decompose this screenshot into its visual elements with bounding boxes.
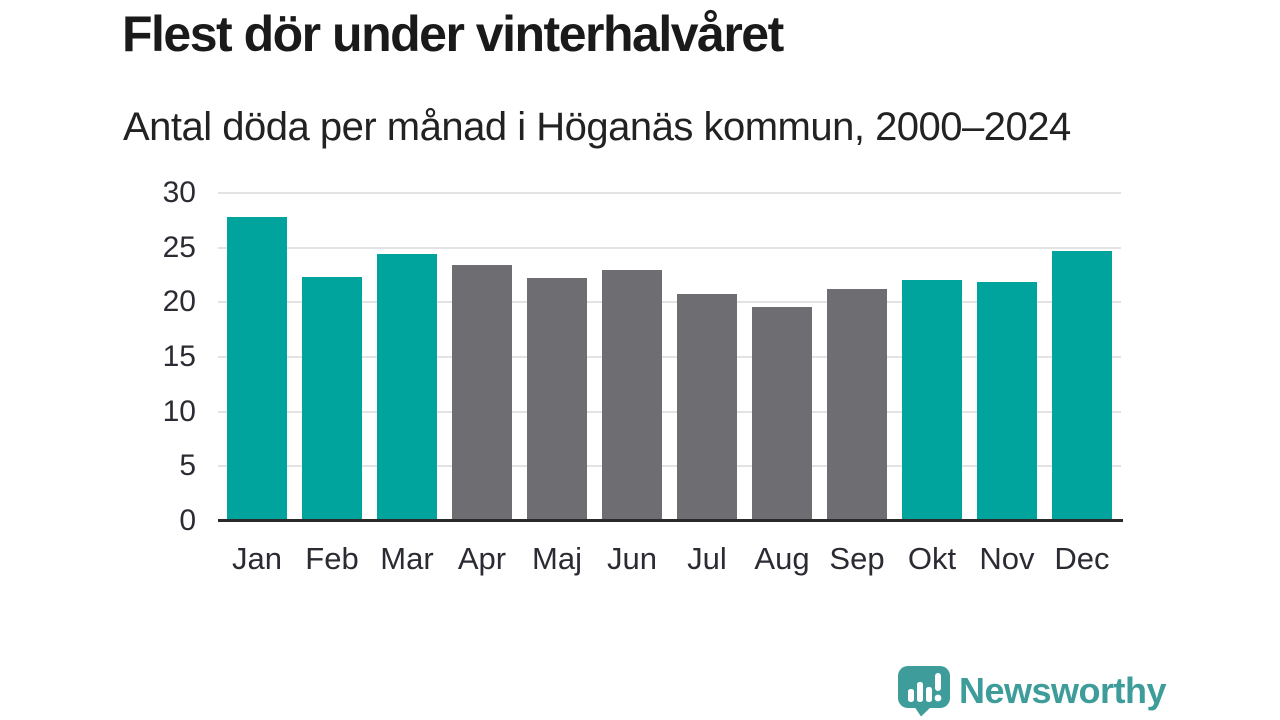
grid-line	[218, 246, 1121, 249]
bar-nov	[977, 281, 1037, 521]
bar-maj	[527, 278, 587, 521]
newsworthy-logo-text: Newsworthy	[959, 670, 1167, 711]
x-axis-tick-labels: Jan Feb Mar Apr Maj Jun Jul Aug Sep Okt Nov Dec	[227, 538, 1112, 580]
x-tick-label: Jul	[687, 541, 727, 576]
bar-apr	[452, 265, 512, 521]
grid-line	[218, 192, 1121, 194]
newsworthy-logo: Newsworthy	[897, 665, 1167, 717]
y-tick-label: 10	[162, 394, 196, 428]
x-tick-label: Okt	[907, 541, 957, 576]
y-tick-label: 30	[162, 176, 196, 209]
x-axis-line	[218, 519, 1123, 522]
y-tick-label: 25	[162, 230, 196, 264]
x-tick-label: Aug	[754, 541, 810, 576]
bar-okt	[902, 280, 962, 521]
x-tick-label: Dec	[1054, 541, 1110, 576]
bar-jul	[677, 293, 737, 521]
plot-area	[218, 192, 1123, 522]
bar-jan	[227, 217, 287, 521]
x-tick-label: Jun	[607, 541, 657, 576]
bar-mar	[377, 254, 437, 521]
chart-title: Flest dör under vinterhalvåret	[122, 6, 784, 62]
bar-chart-speech-bubble-icon	[898, 666, 950, 717]
bar-jun	[602, 269, 662, 521]
y-tick-label: 20	[162, 285, 196, 319]
grid-line	[218, 356, 1121, 358]
x-tick-label: Nov	[979, 541, 1035, 576]
grid-line	[218, 465, 1121, 468]
x-tick-label: Sep	[829, 541, 885, 576]
y-tick-label: 15	[162, 340, 196, 373]
chart-subtitle: Antal döda per månad i Höganäs kommun, 2…	[123, 105, 1071, 149]
bar-aug	[752, 306, 812, 521]
x-tick-label: Mar	[380, 541, 434, 576]
x-tick-label: Apr	[457, 541, 507, 576]
y-tick-label: 0	[179, 504, 196, 537]
x-tick-label: Feb	[305, 541, 359, 576]
grid-line	[218, 301, 1121, 304]
x-tick-label: Jan	[232, 541, 282, 576]
bar-dec	[1052, 250, 1112, 521]
bar-feb	[302, 277, 362, 521]
bar-series	[227, 193, 1112, 521]
bar-sep	[827, 289, 887, 521]
x-tick-label: Maj	[532, 541, 582, 576]
grid-line	[218, 410, 1121, 413]
y-tick-label: 5	[179, 449, 196, 483]
y-axis-tick-labels: 0 5 10 15 20 25 30	[0, 176, 200, 537]
